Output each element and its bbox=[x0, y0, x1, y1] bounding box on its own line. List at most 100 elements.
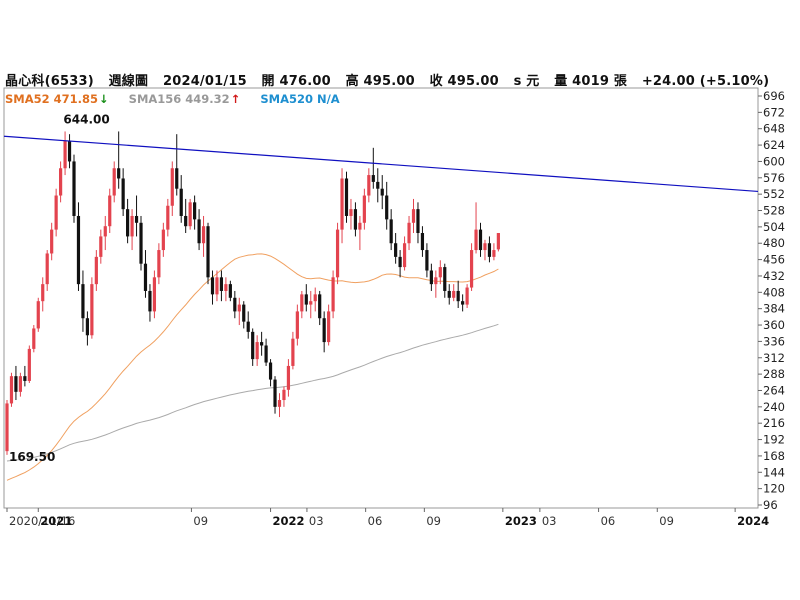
x-tick-label: 06 bbox=[368, 514, 383, 528]
candle-body bbox=[170, 168, 174, 206]
candle-body bbox=[5, 403, 9, 452]
candle-body bbox=[197, 219, 201, 244]
candle bbox=[349, 198, 353, 230]
y-tick-label: 600 bbox=[763, 154, 785, 168]
x-tick-label: 03 bbox=[309, 514, 324, 528]
candle bbox=[184, 198, 188, 234]
x-tick-label: 09 bbox=[193, 514, 208, 528]
candle bbox=[268, 359, 273, 387]
candle bbox=[492, 243, 496, 261]
candle bbox=[367, 168, 371, 203]
candle-body bbox=[313, 294, 317, 302]
candle-body bbox=[81, 284, 85, 319]
candle-body bbox=[362, 195, 366, 223]
y-tick-label: 408 bbox=[763, 285, 785, 299]
candle-body bbox=[121, 178, 125, 210]
candle bbox=[331, 270, 335, 319]
quote-date: 2024/01/15 bbox=[162, 74, 247, 89]
candle-body bbox=[461, 301, 465, 305]
candle bbox=[175, 134, 179, 196]
candle bbox=[157, 243, 161, 285]
candle-body bbox=[402, 243, 407, 268]
candle-body bbox=[353, 209, 358, 230]
candle-body bbox=[344, 178, 349, 216]
volume: 量 4019 張 bbox=[554, 74, 628, 89]
candle-body bbox=[318, 294, 322, 319]
candle bbox=[456, 280, 460, 308]
candle bbox=[362, 188, 366, 230]
y-tick-label: 504 bbox=[763, 220, 785, 234]
candle-body bbox=[309, 301, 313, 305]
candle bbox=[380, 175, 384, 210]
candle-body bbox=[496, 233, 500, 250]
y-tick-label: 672 bbox=[763, 105, 785, 119]
candle bbox=[41, 277, 45, 312]
y-tick-label: 456 bbox=[763, 253, 785, 267]
candle bbox=[474, 202, 478, 254]
candle bbox=[273, 376, 277, 414]
candle bbox=[94, 250, 98, 291]
candle-body bbox=[251, 331, 255, 360]
candle bbox=[264, 338, 268, 366]
candle bbox=[376, 168, 380, 203]
candle-body bbox=[18, 376, 23, 392]
candle-body bbox=[228, 284, 232, 298]
candle-body bbox=[23, 376, 27, 381]
candle-body bbox=[85, 318, 90, 336]
candle-body bbox=[76, 215, 81, 285]
y-tick-label: 336 bbox=[763, 334, 785, 348]
y-tick-label: 216 bbox=[763, 416, 785, 430]
candle bbox=[5, 400, 9, 455]
candle bbox=[420, 226, 425, 257]
candle bbox=[438, 260, 442, 285]
candle bbox=[23, 365, 27, 387]
open-price: 開 476.00 bbox=[261, 74, 331, 89]
candle-body bbox=[411, 209, 416, 223]
candle-body bbox=[139, 222, 143, 264]
candle-body bbox=[188, 202, 192, 227]
y-tick-label: 360 bbox=[763, 318, 785, 332]
candle-body bbox=[469, 250, 474, 288]
candle bbox=[126, 198, 130, 244]
candle-body bbox=[130, 215, 134, 237]
candle-body bbox=[201, 226, 206, 244]
candle bbox=[219, 270, 224, 302]
candle bbox=[99, 229, 103, 264]
candle-body bbox=[260, 342, 264, 346]
candle-body bbox=[385, 195, 389, 220]
y-tick-label: 384 bbox=[763, 302, 785, 316]
candle bbox=[300, 290, 304, 319]
candle bbox=[371, 147, 375, 189]
candle bbox=[322, 311, 326, 353]
candle bbox=[143, 250, 148, 298]
candle-body bbox=[224, 284, 228, 291]
sma-lines bbox=[6, 253, 499, 481]
y-tick-label: 576 bbox=[763, 171, 785, 185]
candle bbox=[148, 284, 152, 322]
candle-body bbox=[291, 338, 295, 366]
candle-body bbox=[425, 250, 429, 271]
x-tick-label: 09 bbox=[426, 514, 441, 528]
candle bbox=[59, 161, 63, 203]
candle-body bbox=[394, 243, 398, 257]
y-tick-label: 240 bbox=[763, 400, 785, 414]
candle bbox=[358, 215, 362, 251]
candle-body bbox=[335, 229, 340, 278]
x-tick-label: 06 bbox=[601, 514, 616, 528]
candle-body bbox=[237, 304, 241, 312]
candle-body bbox=[9, 376, 14, 404]
candle bbox=[237, 297, 241, 326]
candle-body bbox=[465, 287, 469, 305]
y-tick-label: 624 bbox=[763, 138, 785, 152]
y-tick-label: 552 bbox=[763, 187, 785, 201]
candle bbox=[461, 294, 465, 312]
candle-body bbox=[175, 168, 179, 189]
candle bbox=[429, 263, 433, 291]
y-tick-label: 192 bbox=[763, 433, 785, 447]
candle-body bbox=[255, 342, 259, 360]
candle-body bbox=[331, 277, 335, 312]
candle-body bbox=[184, 215, 188, 227]
candle-body bbox=[143, 263, 148, 291]
y-tick-label: 264 bbox=[763, 383, 785, 397]
candle bbox=[425, 243, 429, 278]
